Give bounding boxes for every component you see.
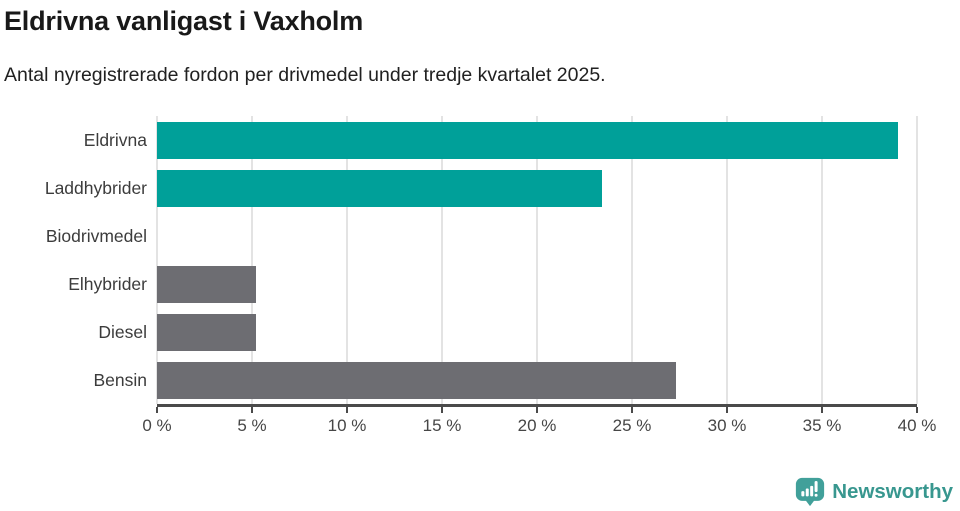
bar-row: Diesel [0,308,960,356]
bar-diesel [157,313,256,351]
x-axis-line [156,404,918,413]
gridline [156,116,158,404]
axis-tick [821,407,823,413]
bar-row: Bensin [0,356,960,404]
gridline [821,116,823,404]
gridline [916,116,918,404]
category-label: Elhybrider [68,273,147,294]
bar-row: Elhybrider [0,260,960,308]
gridline [726,116,728,404]
category-label: Diesel [98,321,147,342]
grid-layer [156,116,918,404]
axis-tick [346,407,348,413]
bar-track [157,121,917,159]
axis-tick [441,407,443,413]
category-label: Eldrivna [83,129,147,150]
x-tick-labels: 0 % 5 % 10 % 15 % 20 % 25 % 30 % 35 % 40 % [142,416,936,438]
bar-eldrivna [157,121,898,159]
gridline [346,116,348,404]
x-tick-label: 20 % [517,416,557,435]
bar-row: Eldrivna [0,116,960,164]
bar-track [157,361,917,399]
bar-track [157,169,917,207]
gridline [251,116,253,404]
newsworthy-chart-bubble-icon [796,477,825,507]
axis-tick [631,407,633,413]
x-tick-label: 40 % [897,416,937,435]
rows-layer: Eldrivna Laddhybrider Biodrivmedel Elhybrid… [0,116,960,404]
x-tick-label: 15 % [422,416,462,435]
axis-tick [916,407,918,413]
axis-tick [726,407,728,413]
bar-bensin [157,361,676,399]
bar-row: Laddhybrider [0,164,960,212]
bar-row: Biodrivmedel [0,212,960,260]
x-tick-label: 5 % [237,416,267,435]
x-tick-label: 10 % [327,416,367,435]
category-label: Bensin [93,369,147,390]
x-tick-label: 0 % [142,416,172,435]
axis-tick [156,407,158,413]
gridline [441,116,443,404]
x-tick-label: 35 % [802,416,842,435]
bar-track [157,313,917,351]
bar-chart: Eldrivna Laddhybrider Biodrivmedel Elhybrid… [0,116,960,404]
gridline [536,116,538,404]
gridline [631,116,633,404]
bar-track [157,265,917,303]
bar-track [157,218,917,255]
category-label: Laddhybrider [44,177,147,198]
chart-subtitle: Antal nyregistrerade fordon per drivmede… [4,64,606,86]
chart-title: Eldrivna vanligast i Vaxholm [4,6,364,36]
x-tick-label: 30 % [707,416,747,435]
bar-laddhybrider [157,169,602,207]
newsworthy-wordmark: Newsworthy [832,480,953,503]
axis-tick [251,407,253,413]
x-tick-label: 25 % [612,416,652,435]
newsworthy-logo: Newsworthy [795,477,953,507]
axis-tick [536,407,538,413]
bar-elhybrider [157,265,256,303]
category-label: Biodrivmedel [45,225,147,246]
